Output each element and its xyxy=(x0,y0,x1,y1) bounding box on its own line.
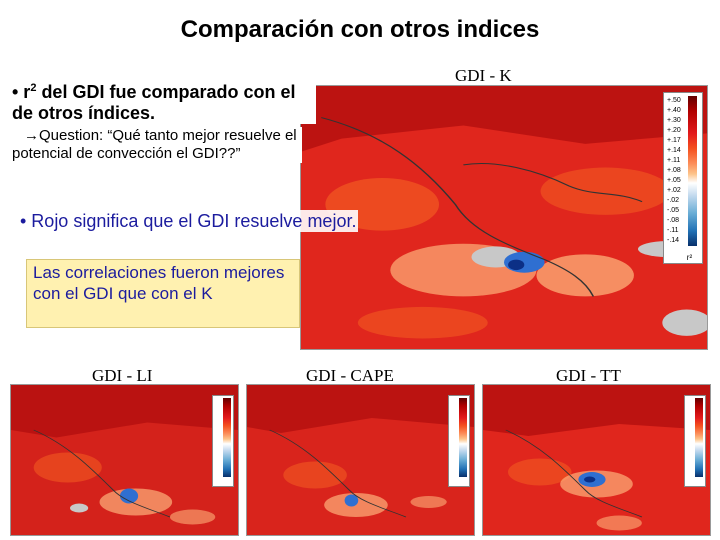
bullet-r2-comparison: • r2 del GDI fue comparado con el de otr… xyxy=(12,78,316,124)
legend-tick: +.30 xyxy=(667,117,681,124)
legend-tick: +.08 xyxy=(667,167,681,174)
sub-bullet-question: →Question: “Qué tanto mejor resuelve el … xyxy=(12,127,302,163)
legend-tick: -.02 xyxy=(667,197,680,204)
legend-color-bar xyxy=(459,397,467,477)
map-gdi-tt-image xyxy=(483,385,710,535)
bullet-r2-prefix: • r xyxy=(12,82,31,102)
arrow-icon: → xyxy=(24,127,39,144)
legend-tick: +.05 xyxy=(667,177,681,184)
question-text: Question: “Qué tanto mejor resuelve el p… xyxy=(12,127,297,162)
map-gdi-cape-image xyxy=(247,385,474,535)
page-title: Comparación con otros indices xyxy=(180,16,540,43)
legend-color-bar xyxy=(223,397,231,477)
legend-color-bar xyxy=(687,96,698,246)
legend-tick: +.20 xyxy=(667,127,681,134)
map-gdi-cape xyxy=(246,384,475,536)
map-gdi-li xyxy=(10,384,239,536)
map-label-gdi-k: GDI - K xyxy=(455,66,512,85)
legend-tick: -.08 xyxy=(667,217,680,224)
map-label-gdi-cape: GDI - CAPE xyxy=(306,366,394,385)
legend-tick: +.50 xyxy=(667,97,681,104)
legend-tick: +.14 xyxy=(667,147,681,154)
legend-tick: +.11 xyxy=(667,157,681,164)
map-gdi-k-legend: +.50 +.40 +.30 +.20 +.17 +.14 +.11 +.08 … xyxy=(663,92,703,264)
map-gdi-li-legend xyxy=(212,395,234,487)
legend-label: r² xyxy=(686,253,693,262)
bullet-r2-sup: 2 xyxy=(30,82,37,94)
bullet-r2-suffix: del GDI fue comparado con el de otros ín… xyxy=(12,82,296,123)
map-gdi-tt-legend xyxy=(684,395,706,487)
map-gdi-tt xyxy=(482,384,711,536)
map-label-gdi-tt: GDI - TT xyxy=(556,366,621,385)
legend-tick: -.14 xyxy=(667,237,680,244)
bullet-red-meaning: • Rojo significa que el GDI resuelve mej… xyxy=(18,210,359,232)
map-label-gdi-li: GDI - LI xyxy=(92,366,153,385)
legend-tick: +.17 xyxy=(667,137,681,144)
note-correlations: Las correlaciones fueron mejores con el … xyxy=(26,259,300,328)
legend-tick: -.05 xyxy=(667,207,680,214)
map-gdi-cape-legend xyxy=(448,395,470,487)
legend-color-bar xyxy=(695,397,703,477)
map-gdi-k-image xyxy=(301,86,707,349)
map-gdi-li-image xyxy=(11,385,238,535)
legend-tick: -.11 xyxy=(667,227,679,234)
map-gdi-k: +.50 +.40 +.30 +.20 +.17 +.14 +.11 +.08 … xyxy=(300,85,708,350)
legend-tick: +.02 xyxy=(667,187,681,194)
legend-tick: +.40 xyxy=(667,107,681,114)
